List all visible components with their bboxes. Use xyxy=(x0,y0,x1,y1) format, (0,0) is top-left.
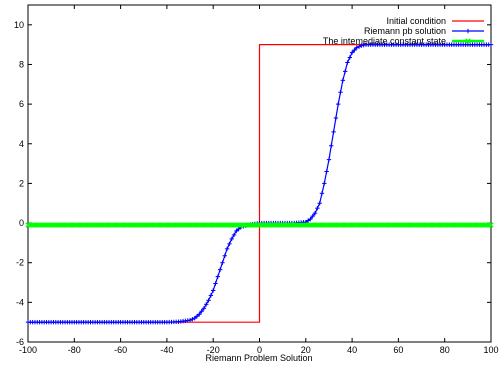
x-tick-label: 80 xyxy=(440,345,450,355)
legend-label: Riemann pb solution xyxy=(364,26,446,36)
series-layer xyxy=(25,42,494,325)
legend-label: The intemediate constant state xyxy=(323,36,446,46)
x-tick-label: -40 xyxy=(160,345,173,355)
axis-ticks: -100 -80 -60 -40 -20 0 20 40 60 80 100-6-4-2024681… xyxy=(14,5,499,355)
x-tick-label: 100 xyxy=(483,345,498,355)
x-axis-label: Riemann Problem Solution xyxy=(205,353,312,363)
y-tick-label: 2 xyxy=(19,178,24,188)
x-tick-label: -80 xyxy=(68,345,81,355)
x-tick-label: 40 xyxy=(347,345,357,355)
legend-label: Initial condition xyxy=(386,16,446,26)
y-tick-label: 8 xyxy=(19,59,24,69)
x-tick-label: 0 xyxy=(257,345,262,355)
series-line xyxy=(28,44,491,323)
legend-marker xyxy=(465,38,471,44)
y-tick-label: -6 xyxy=(16,337,24,347)
y-tick-label: -2 xyxy=(16,258,24,268)
x-tick-label: 20 xyxy=(301,345,311,355)
y-tick-label: 0 xyxy=(19,218,24,228)
y-tick-label: -4 xyxy=(16,297,24,307)
x-tick-label: -100 xyxy=(19,345,37,355)
y-tick-label: 6 xyxy=(19,99,24,109)
y-tick-label: 10 xyxy=(14,20,24,30)
series-0 xyxy=(28,44,491,323)
series-2 xyxy=(25,222,494,228)
x-tick-label: -20 xyxy=(207,345,220,355)
x-tick-label: -60 xyxy=(114,345,127,355)
point-marker xyxy=(488,222,494,228)
x-tick-label: 60 xyxy=(393,345,403,355)
y-tick-label: 4 xyxy=(19,139,24,149)
